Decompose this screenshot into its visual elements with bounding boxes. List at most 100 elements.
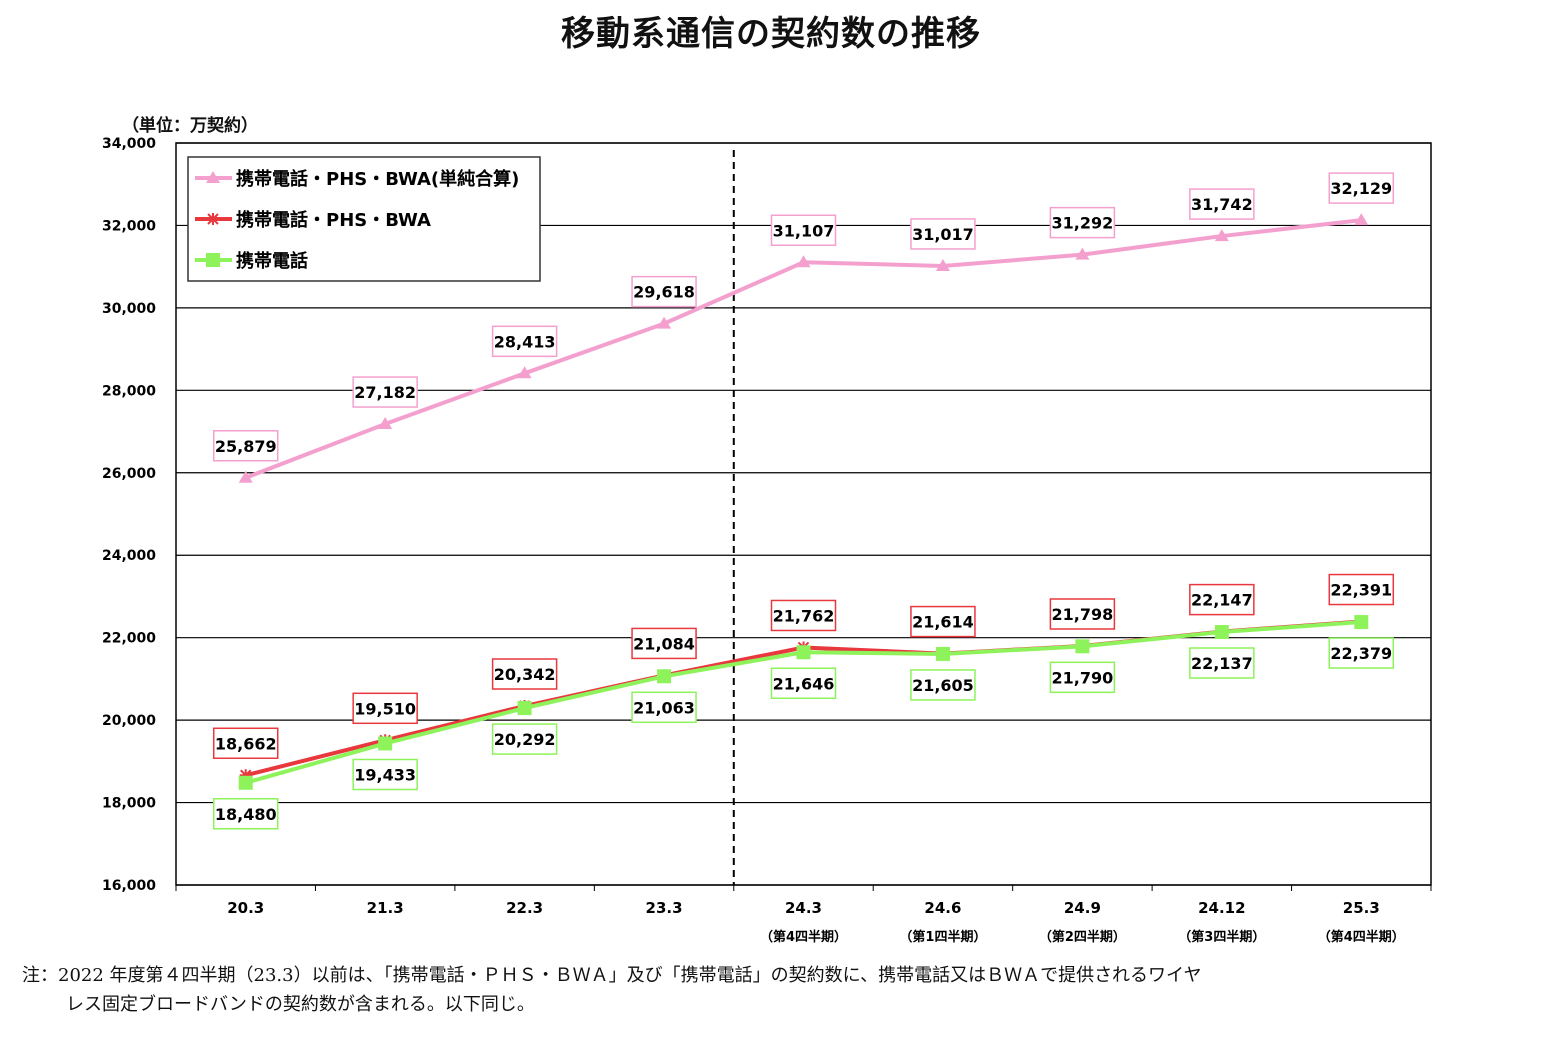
- data-label: 20,342: [494, 665, 556, 684]
- data-label: 18,662: [215, 734, 277, 753]
- data-label-box: [631, 627, 697, 660]
- data-label: 19,510: [354, 699, 416, 718]
- data-label: 21,790: [1052, 668, 1114, 687]
- legend-label: 携帯電話・PHS・BWA: [236, 209, 431, 231]
- data-label-box: [770, 214, 837, 247]
- data-label-box: [1189, 188, 1255, 220]
- x-tick-label: 22.3: [506, 899, 543, 917]
- data-label: 22,391: [1330, 581, 1392, 600]
- data-label-box: [910, 605, 976, 638]
- data-label: 21,605: [912, 676, 974, 695]
- legend-marker: [206, 171, 220, 183]
- data-point: [238, 470, 253, 483]
- legend: [187, 156, 541, 282]
- data-label: 31,292: [1052, 214, 1114, 233]
- data-point: [517, 366, 532, 379]
- y-tick-label: 30,000: [102, 301, 156, 317]
- data-label-box: [212, 798, 279, 830]
- data-label-box: [1049, 661, 1116, 694]
- data-point: [796, 645, 811, 660]
- data-label: 21,084: [633, 634, 695, 653]
- y-tick-label: 28,000: [102, 383, 156, 399]
- data-point: [239, 769, 252, 782]
- data-label: 21,063: [633, 698, 695, 717]
- data-label: 28,413: [494, 332, 556, 351]
- y-axis-unit-label: （単位：万契約）: [122, 116, 258, 136]
- y-tick-label: 20,000: [102, 713, 156, 729]
- legend-marker: [207, 213, 219, 225]
- data-label: 25,879: [215, 437, 277, 456]
- data-label-box: [770, 667, 837, 700]
- data-label-box: [631, 275, 697, 308]
- data-label: 18,480: [215, 805, 277, 824]
- x-tick-sublabel: （第4四半期）: [1318, 929, 1405, 945]
- data-label-box: [910, 218, 976, 250]
- data-label-box: [1328, 172, 1395, 204]
- data-label-box: [352, 376, 418, 408]
- data-point: [935, 646, 950, 661]
- data-label-box: [1049, 598, 1116, 630]
- data-point: [657, 316, 672, 329]
- data-point: [378, 736, 393, 751]
- data-label-box: [1189, 647, 1255, 679]
- data-label-box: [491, 658, 558, 690]
- y-tick-label: 34,000: [102, 136, 156, 152]
- data-label-box: [352, 758, 418, 791]
- data-label: 27,182: [354, 383, 416, 402]
- x-tick-sublabel: （第3四半期）: [1178, 929, 1265, 945]
- data-label: 22,147: [1191, 591, 1253, 610]
- y-tick-label: 18,000: [102, 796, 156, 812]
- x-tick-label: 23.3: [646, 899, 683, 917]
- data-point: [935, 258, 950, 271]
- footnote-line-2: レス固定ブロードバンドの契約数が含まれる。以下同じ。: [66, 994, 535, 1015]
- data-label: 19,433: [354, 765, 416, 784]
- data-label: 22,137: [1191, 654, 1253, 673]
- x-tick-label: 24.3: [785, 899, 822, 917]
- data-point: [1214, 625, 1229, 640]
- data-label: 20,292: [494, 730, 556, 749]
- data-label: 29,618: [633, 283, 695, 302]
- data-label: 31,107: [773, 221, 835, 240]
- y-tick-label: 22,000: [102, 631, 156, 647]
- data-label-box: [1328, 573, 1395, 606]
- data-label-box: [491, 325, 558, 358]
- data-label: 21,762: [773, 606, 835, 625]
- data-label-box: [631, 691, 697, 724]
- data-point: [657, 669, 672, 684]
- data-label-box: [212, 727, 279, 760]
- data-label-box: [1328, 637, 1395, 669]
- x-tick-label: 25.3: [1343, 899, 1380, 917]
- x-tick-label: 24.6: [924, 899, 961, 917]
- data-point: [517, 701, 532, 716]
- data-point: [1214, 229, 1229, 242]
- data-label-box: [352, 692, 418, 725]
- chart-title: 移動系通信の契約数の推移: [561, 14, 981, 54]
- x-tick-sublabel: （第4四半期）: [760, 929, 847, 945]
- x-tick-sublabel: （第2四半期）: [1039, 929, 1126, 945]
- data-point: [1354, 615, 1369, 630]
- data-label-box: [1049, 206, 1116, 239]
- data-point: [238, 775, 253, 790]
- x-tick-label: 21.3: [367, 899, 404, 917]
- legend-marker: [206, 253, 220, 267]
- data-label-box: [910, 669, 976, 701]
- data-point: [1075, 639, 1090, 654]
- data-label-box: [1189, 583, 1255, 616]
- legend-label: 携帯電話: [236, 250, 308, 272]
- y-tick-label: 32,000: [102, 218, 156, 234]
- x-tick-label: 24.9: [1064, 899, 1101, 917]
- data-label: 21,646: [773, 674, 835, 693]
- data-label: 22,379: [1330, 644, 1392, 663]
- y-tick-label: 16,000: [102, 878, 156, 894]
- data-point: [796, 255, 811, 268]
- footnote-line-1: 注：2022 年度第４四半期（23.3）以前は、「携帯電話・ＰＨＳ・ＢＷＡ」及び…: [22, 965, 1202, 986]
- data-point: [1075, 247, 1090, 260]
- data-label: 31,017: [912, 225, 974, 244]
- x-tick-label: 20.3: [227, 899, 264, 917]
- data-label-box: [770, 599, 837, 632]
- data-label: 21,614: [912, 613, 974, 632]
- x-tick-sublabel: （第1四半期）: [899, 929, 986, 945]
- data-label: 21,798: [1052, 605, 1114, 624]
- data-label: 31,742: [1191, 195, 1253, 214]
